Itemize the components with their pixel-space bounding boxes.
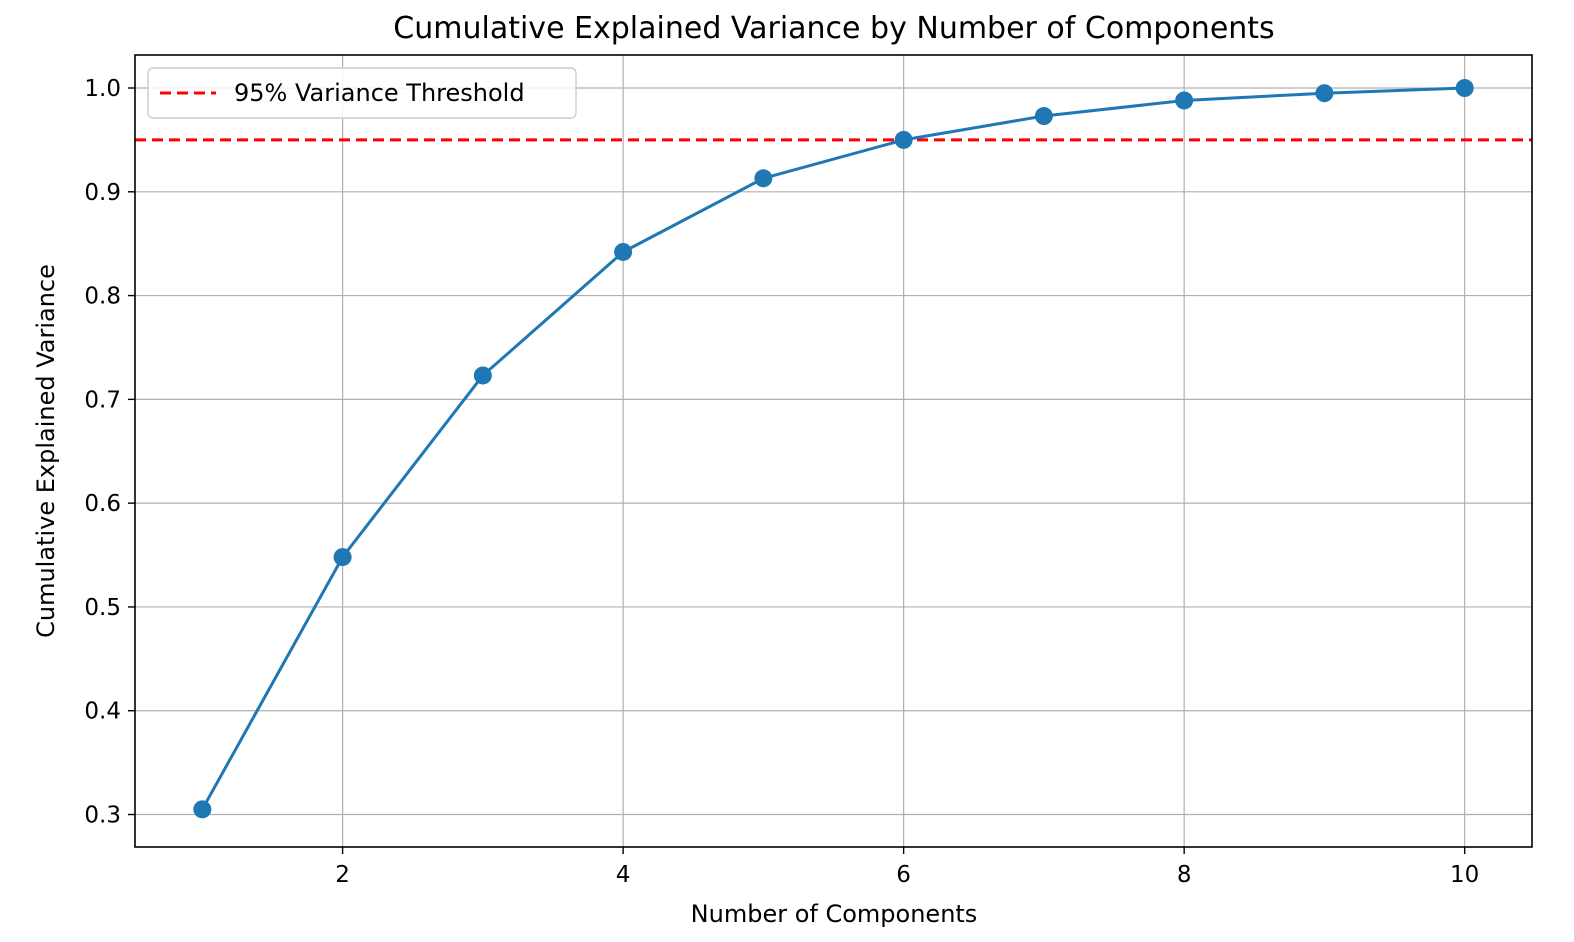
data-point [1034, 107, 1053, 126]
series-group [193, 79, 1474, 819]
legend-box [147, 67, 577, 119]
data-point [614, 242, 633, 261]
legend-threshold-label: 95% Variance Threshold [234, 79, 525, 107]
y-ticks: 0.3 0.4 0.5 0.6 0.7 0.8 0.9 1.0 [84, 76, 135, 829]
x-axis-label: Number of Components [691, 900, 978, 928]
y-tick-label: 0.7 [84, 387, 121, 413]
x-tick-label: 8 [1177, 862, 1192, 888]
y-tick-label: 0.9 [84, 180, 121, 206]
plot-frame [134, 54, 1533, 848]
data-point [333, 548, 352, 567]
data-point [193, 800, 212, 819]
series-line [200, 86, 1465, 811]
data-point [1455, 79, 1474, 98]
grid [135, 55, 1532, 847]
x-tick-label: 6 [896, 862, 911, 888]
x-tick-label: 4 [616, 862, 631, 888]
y-tick-label: 0.3 [84, 803, 121, 829]
y-tick-label: 0.6 [84, 491, 121, 517]
y-tick-label: 0.8 [84, 284, 121, 310]
y-axis-label: Cumulative Explained Variance [32, 264, 60, 638]
data-point [894, 130, 913, 149]
chart-title: Cumulative Explained Variance by Number … [393, 11, 1274, 46]
y-tick-label: 0.4 [84, 699, 121, 725]
data-point [473, 366, 492, 385]
x-tick-label: 2 [335, 862, 350, 888]
legend: 95% Variance Threshold [147, 67, 577, 119]
data-point [754, 169, 773, 188]
y-tick-label: 0.5 [84, 595, 121, 621]
data-point [1175, 91, 1194, 110]
x-ticks: 2 4 6 8 10 [335, 847, 1479, 888]
x-tick-label: 10 [1450, 862, 1479, 888]
data-point [1315, 84, 1334, 103]
y-tick-label: 1.0 [84, 76, 121, 102]
